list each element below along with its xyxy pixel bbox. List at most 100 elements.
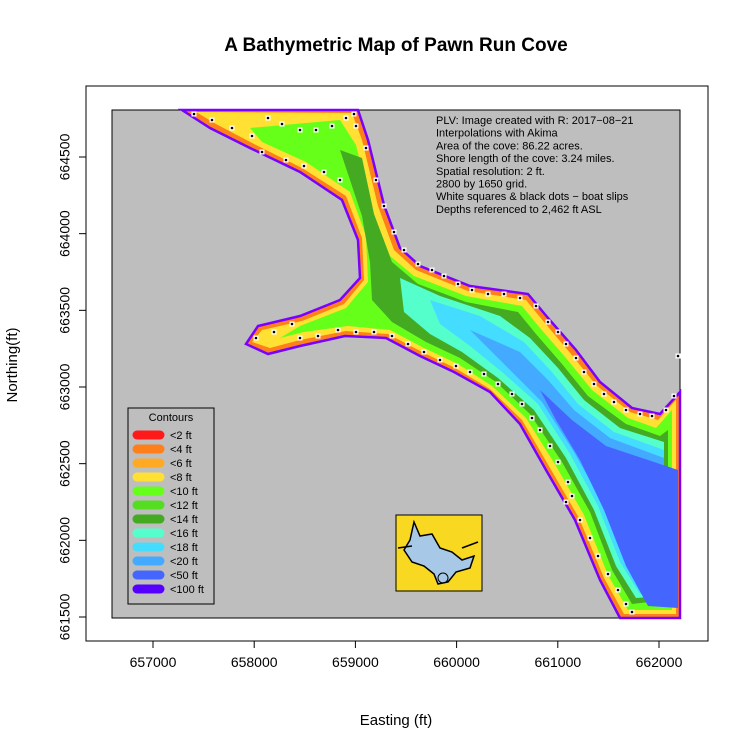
legend-label: <8 ft — [170, 472, 192, 484]
y-tick-label: 662000 — [57, 517, 73, 564]
x-tick-label: 660000 — [433, 654, 480, 670]
x-tick-label: 657000 — [130, 654, 177, 670]
boat-slip-dot — [298, 128, 302, 132]
cyan-zone — [400, 278, 664, 598]
boat-slip-dot — [210, 118, 214, 122]
boat-slip-dot — [250, 134, 254, 138]
boat-slip-dot — [650, 414, 654, 418]
boat-slip-markers — [191, 111, 681, 615]
boat-slip-dot — [630, 610, 634, 614]
x-tick-label: 658000 — [231, 654, 278, 670]
map-notes: PLV: Image created with R: 2017−08−21Int… — [436, 115, 634, 216]
legend: Contours <2 ft <4 ft <6 ft <8 ft <10 ft <12 f… — [127, 407, 215, 605]
boat-slip-dot — [468, 370, 472, 374]
boat-slip-dot — [298, 336, 302, 340]
boat-slip-dot — [556, 330, 560, 334]
boat-slip-dot — [602, 392, 606, 396]
boat-slip-dot — [354, 124, 358, 128]
boat-slip-dot — [422, 350, 426, 354]
x-tick-label: 662000 — [636, 654, 683, 670]
boat-slip-dot — [456, 282, 460, 286]
legend-title: Contours — [149, 412, 194, 424]
boat-slip-dot — [372, 330, 376, 334]
boat-slip-dot — [588, 536, 592, 540]
boat-slip-dot — [272, 330, 276, 334]
boat-slip-dot — [406, 342, 410, 346]
boat-slip-dot — [322, 170, 326, 174]
boat-slip-dot — [672, 394, 676, 398]
boat-slip-dot — [564, 342, 568, 346]
boat-slip-dot — [430, 268, 434, 272]
boat-slip-dot — [364, 146, 368, 150]
boat-slip-dot — [624, 408, 628, 412]
boat-slip-dot — [534, 304, 538, 308]
y-tick-label: 664000 — [57, 210, 73, 257]
boat-slip-dot — [518, 296, 522, 300]
boat-slip-dot — [546, 320, 550, 324]
boat-slip-dot — [402, 248, 406, 252]
inset-map — [395, 514, 483, 592]
boat-slip-dot — [556, 460, 560, 464]
boat-slip-dot — [438, 358, 442, 362]
boat-slip-dot — [578, 518, 582, 522]
note-line: PLV: Image created with R: 2017−08−21 — [436, 115, 634, 127]
inset-lake-outline — [403, 519, 476, 585]
boat-slip-dot — [606, 572, 610, 576]
x-axis-label: Easting (ft) — [360, 712, 433, 729]
legend-label: <6 ft — [170, 458, 192, 470]
boat-slip-dot — [592, 382, 596, 386]
boat-slip-dot — [316, 334, 320, 338]
inset-cove-marker — [437, 572, 449, 584]
legend-label: <100 ft — [170, 584, 204, 596]
boat-slip-dot — [390, 334, 394, 338]
boat-slip-dot — [570, 494, 574, 498]
boat-slip-dot — [338, 178, 342, 182]
boat-slip-dot — [520, 402, 524, 406]
boat-slip-dot — [354, 330, 358, 334]
legend-label: <16 ft — [170, 528, 198, 540]
boat-slip-dot — [616, 588, 620, 592]
note-line: 2800 by 1650 grid. — [436, 179, 527, 191]
deep-blue-zone — [540, 390, 678, 608]
y-tick-label: 663000 — [57, 363, 73, 410]
boat-slip-dot — [482, 372, 486, 376]
note-line: Interpolations with Akima — [436, 128, 559, 140]
legend-label: <20 ft — [170, 556, 198, 568]
boat-slip-dot — [230, 126, 234, 130]
y-tick-label: 662500 — [57, 440, 73, 487]
boat-slip-dot — [374, 178, 378, 182]
legend-label: <14 ft — [170, 514, 198, 526]
boat-slip-dot — [314, 128, 318, 132]
inset-arm-1 — [397, 545, 413, 549]
boat-slip-dot — [486, 292, 490, 296]
note-line: Area of the cove: 86.22 acres. — [436, 140, 583, 152]
boat-slip-dot — [284, 158, 288, 162]
boat-slip-dot — [664, 408, 668, 412]
boat-slip-dot — [266, 116, 270, 120]
boat-slip-dot — [392, 230, 396, 234]
legend-label: <50 ft — [170, 570, 198, 582]
boat-slip-dot — [442, 274, 446, 278]
note-line: Depths referenced to 2,462 ft ASL — [436, 204, 602, 216]
x-tick-label: 661000 — [534, 654, 581, 670]
boat-slip-dot — [302, 164, 306, 168]
boat-slip-dot — [254, 336, 258, 340]
y-axis: 661500 662000 662500 663000 663500 664000 6645… — [57, 133, 87, 640]
legend-items: <2 ft <4 ft <6 ft <8 ft <10 ft <12 ft <14 ft <1… — [132, 430, 204, 596]
legend-label: <4 ft — [170, 444, 192, 456]
boat-slip-dot — [416, 262, 420, 266]
legend-label: <18 ft — [170, 542, 198, 554]
mid-zone — [250, 120, 672, 610]
x-tick-label: 659000 — [332, 654, 379, 670]
boat-slip-dot — [564, 500, 568, 504]
boat-slip-dot — [454, 364, 458, 368]
boat-slip-dot — [596, 554, 600, 558]
x-axis: 657000 658000 659000 660000 661000 662000 — [130, 640, 683, 670]
boat-slip-dot — [548, 444, 552, 448]
boat-slip-dot — [566, 480, 570, 484]
y-axis-label: Northing(ft) — [4, 327, 21, 402]
boat-slip-dot — [574, 356, 578, 360]
boat-slip-dot — [352, 112, 356, 116]
boat-slip-dot — [612, 400, 616, 404]
boat-slip-dot — [260, 150, 264, 154]
